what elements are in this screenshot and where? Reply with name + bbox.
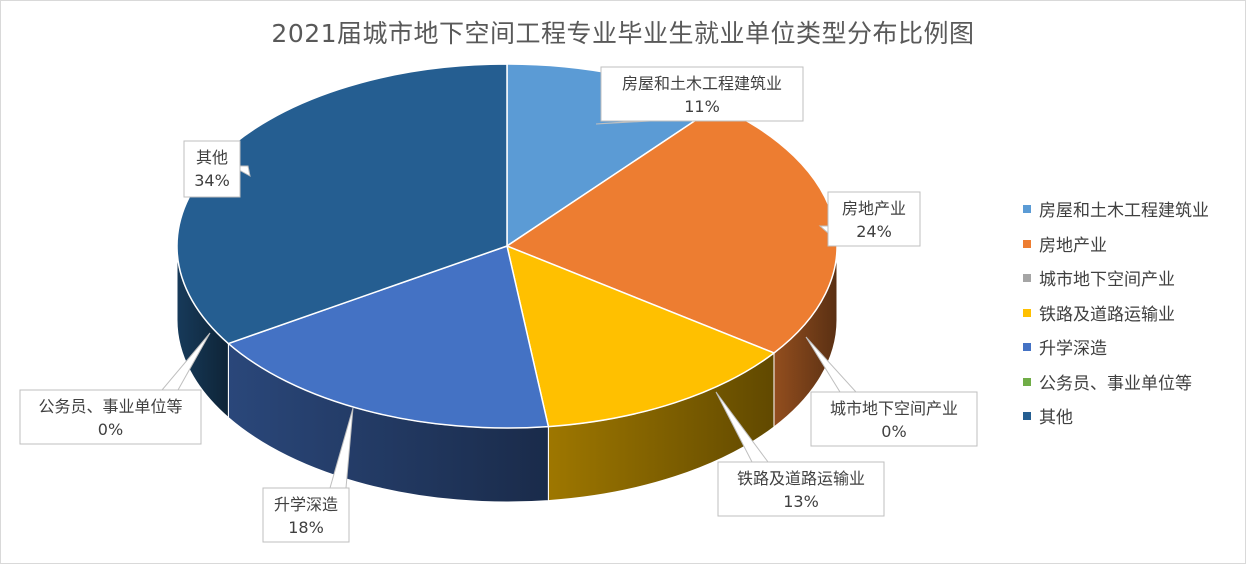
data-label-name: 公务员、事业单位等 — [38, 397, 182, 416]
data-label-box — [19, 389, 202, 445]
data-label-value: 0% — [98, 420, 123, 439]
legend-item-5: 公务员、事业单位等 — [1023, 369, 1192, 394]
data-label-name: 升学深造 — [274, 495, 338, 514]
legend-swatch — [1023, 205, 1031, 213]
data-label-box — [183, 140, 241, 198]
data-label-5: 公务员、事业单位等 0% — [19, 332, 211, 445]
legend-label: 城市地下空间产业 — [1039, 270, 1175, 290]
data-label-value: 24% — [856, 222, 892, 241]
data-label-name: 房屋和土木工程建筑业 — [622, 74, 782, 93]
legend-item-1: 房地产业 — [1023, 231, 1107, 256]
pie-slice-3 — [505, 244, 776, 428]
legend-item-2: 城市地下空间产业 — [1023, 265, 1175, 290]
data-label-3: 铁路及道路运输业 13% — [715, 391, 885, 517]
legend-item-3: 铁路及道路运输业 — [1023, 300, 1175, 325]
legend-label: 升学深造 — [1039, 339, 1107, 359]
data-label-6: 其他 34% — [183, 140, 251, 198]
legend-label: 公务员、事业单位等 — [1039, 373, 1192, 394]
data-label-value: 0% — [881, 422, 906, 441]
data-label-name: 房地产业 — [842, 199, 906, 218]
legend-item-4: 升学深造 — [1023, 334, 1107, 359]
data-label-box — [827, 191, 921, 247]
legend-item-6: 其他 — [1023, 403, 1073, 428]
legend-item-0: 房屋和土木工程建筑业 — [1023, 196, 1209, 221]
chart-title: 2021届城市地下空间工程专业毕业生就业单位类型分布比例图 — [271, 19, 975, 48]
data-labels: 房屋和土木工程建筑业 11% 房地产业 24% 城市地下空间产业 0% 铁路及道路运输业 13… — [19, 66, 978, 543]
pie-side-walls — [176, 245, 838, 503]
legend-swatch — [1023, 239, 1031, 248]
data-label-value: 18% — [288, 518, 324, 537]
data-label-box — [600, 66, 804, 122]
pie-top-faces — [176, 63, 838, 429]
legend-swatch — [1023, 308, 1031, 317]
data-label-name: 城市地下空间产业 — [830, 399, 958, 418]
legend-swatch — [1023, 412, 1031, 420]
legend-swatch — [1023, 343, 1031, 351]
legend-label: 铁路及道路运输业 — [1039, 304, 1175, 325]
legend-swatch — [1023, 377, 1031, 386]
data-label-0: 房屋和土木工程建筑业 11% — [595, 66, 804, 125]
data-label-box — [810, 391, 978, 447]
data-label-box — [262, 487, 350, 543]
data-label-value: 11% — [684, 97, 720, 116]
data-label-value: 13% — [783, 492, 819, 511]
data-label-2: 城市地下空间产业 0% — [805, 336, 978, 447]
data-label-value: 34% — [194, 171, 230, 190]
legend-label: 其他 — [1039, 408, 1073, 428]
data-label-box — [717, 461, 885, 517]
data-label-name: 铁路及道路运输业 — [737, 469, 865, 488]
legend-label: 房地产业 — [1039, 235, 1107, 256]
legend-label: 房屋和土木工程建筑业 — [1039, 201, 1209, 221]
data-label-1: 房地产业 24% — [818, 191, 921, 247]
data-label-name: 其他 — [196, 148, 228, 167]
legend-swatch — [1023, 274, 1031, 282]
pie-slice-4 — [226, 245, 550, 429]
data-label-4: 升学深造 18% — [262, 407, 354, 543]
